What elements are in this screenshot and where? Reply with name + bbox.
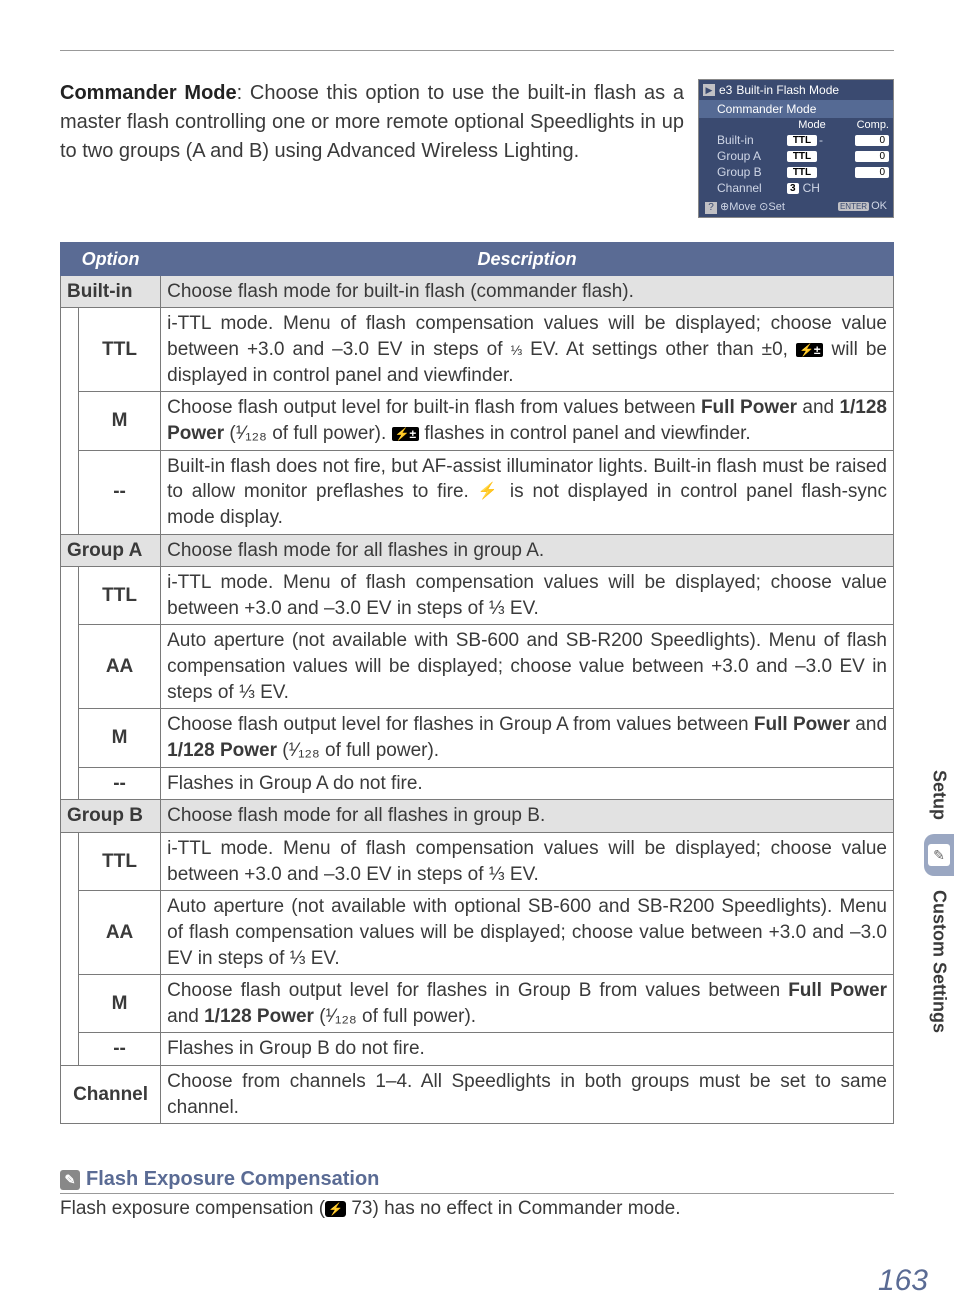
row-builtin-m-desc: Choose flash output level for built-in f… — [161, 392, 894, 450]
help-icon: ? — [705, 202, 717, 214]
row-groupa-desc: Choose flash mode for all flashes in gro… — [161, 534, 894, 567]
side-tab-badge: ✎ — [924, 834, 954, 876]
play-icon: ▶ — [703, 84, 715, 96]
lcd-header-row: Mode Comp. — [699, 118, 893, 132]
lcd-row-builtin: Built-in TTL - 0 — [703, 132, 889, 148]
lcd-title-bar: ▶ e3 Built-in Flash Mode — [699, 80, 893, 100]
row-groupb-ttl-label: TTL — [79, 832, 161, 890]
row-groupa-m-label: M — [79, 709, 161, 767]
row-groupa-aa-label: AA — [79, 625, 161, 709]
row-groupa-aa-desc: Auto aperture (not available with SB-600… — [161, 625, 894, 709]
intro-bold: Commander Mode — [60, 82, 237, 104]
bolt-icon: ⚡ — [478, 483, 501, 500]
options-table: Option Description Built-in Choose flash… — [60, 242, 894, 1125]
enter-icon: ENTER — [838, 202, 869, 211]
pencil-icon: ✎ — [928, 844, 950, 866]
row-groupb-m-label: M — [79, 975, 161, 1033]
flash-comp-icon: ⚡± — [796, 343, 824, 357]
note-box: ✎ Flash Exposure Compensation Flash expo… — [60, 1168, 894, 1220]
note-title: ✎ Flash Exposure Compensation — [60, 1168, 894, 1194]
row-groupb-m-desc: Choose flash output level for flashes in… — [161, 975, 894, 1033]
row-groupb-label: Group B — [61, 800, 161, 833]
pencil-icon: ✎ — [60, 1170, 80, 1190]
row-builtin-dash-label: -- — [79, 450, 161, 534]
lcd-row-group-b: Group B TTL 0 — [703, 164, 889, 180]
lcd-row-group-a: Group A TTL 0 — [703, 148, 889, 164]
flash-comp-icon: ⚡± — [392, 427, 420, 441]
lcd-hdr-mode: Mode — [787, 119, 837, 131]
lcd-preview: ▶ e3 Built-in Flash Mode Commander Mode M… — [698, 79, 894, 218]
row-groupa-dash-label: -- — [79, 767, 161, 800]
row-builtin-ttl-desc: i-TTL mode. Menu of flash compensation v… — [161, 308, 894, 392]
row-groupa-m-desc: Choose flash output level for flashes in… — [161, 709, 894, 767]
row-builtin-desc: Choose flash mode for built-in flash (co… — [161, 275, 894, 308]
row-builtin-m-label: M — [79, 392, 161, 450]
intro-row: Commander Mode: Choose this option to us… — [60, 79, 894, 218]
row-channel-label: Channel — [61, 1066, 161, 1124]
row-groupb-ttl-desc: i-TTL mode. Menu of flash compensation v… — [161, 832, 894, 890]
row-groupb-aa-desc: Auto aperture (not available with option… — [161, 891, 894, 975]
side-tab: Setup ✎ Custom Settings — [924, 770, 954, 1033]
th-description: Description — [161, 242, 894, 275]
row-groupb-dash-desc: Flashes in Group B do not fire. — [161, 1033, 894, 1066]
side-setup: Setup — [929, 770, 950, 820]
row-groupb-desc: Choose flash mode for all flashes in gro… — [161, 800, 894, 833]
row-builtin-label: Built-in — [61, 275, 161, 308]
lcd-hdr-comp: Comp. — [837, 119, 889, 131]
row-groupa-ttl-label: TTL — [79, 567, 161, 625]
page-ref-icon: ⚡ — [325, 1201, 346, 1217]
note-body: Flash exposure compensation (⚡ 73) has n… — [60, 1198, 894, 1220]
row-groupa-label: Group A — [61, 534, 161, 567]
intro-text: Commander Mode: Choose this option to us… — [60, 79, 684, 218]
row-groupb-aa-label: AA — [79, 891, 161, 975]
lcd-subtitle: Commander Mode — [699, 100, 893, 118]
side-custom: Custom Settings — [929, 890, 950, 1033]
lcd-row-channel: Channel 3 CH — [703, 180, 889, 196]
lcd-footer: ?⊕Move ⊙Set ENTEROK — [699, 198, 893, 217]
page-number: 163 — [878, 1264, 928, 1298]
th-option: Option — [61, 242, 161, 275]
row-channel-desc: Choose from channels 1–4. All Speedlight… — [161, 1066, 894, 1124]
row-builtin-dash-desc: Built-in flash does not fire, but AF-ass… — [161, 450, 894, 534]
top-rule — [60, 50, 894, 51]
row-groupa-ttl-desc: i-TTL mode. Menu of flash compensation v… — [161, 567, 894, 625]
row-groupa-dash-desc: Flashes in Group A do not fire. — [161, 767, 894, 800]
row-groupb-dash-label: -- — [79, 1033, 161, 1066]
lcd-title-prefix: e3 — [719, 83, 732, 97]
lcd-title: Built-in Flash Mode — [736, 83, 839, 97]
row-builtin-ttl-label: TTL — [79, 308, 161, 392]
